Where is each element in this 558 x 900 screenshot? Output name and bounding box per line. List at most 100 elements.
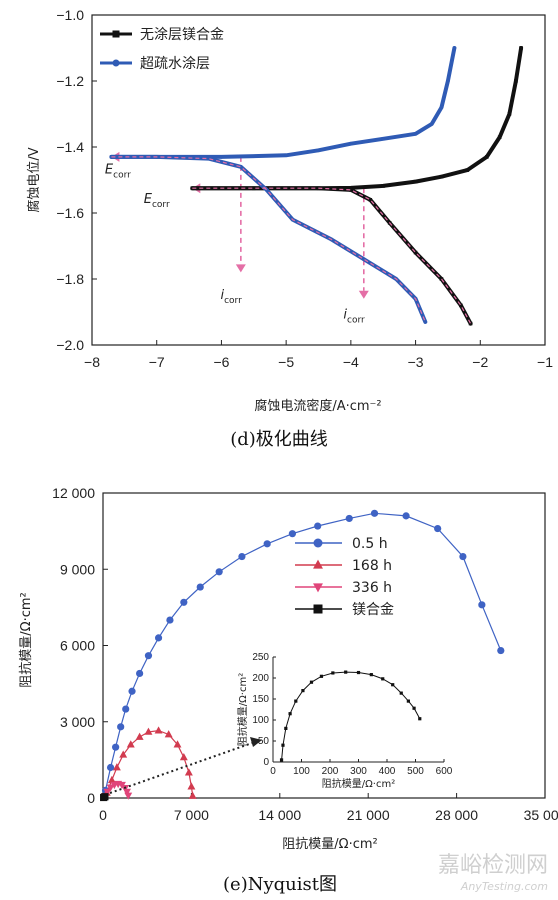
data-point [381, 184, 386, 188]
legend-label: 超疏水涂层 [140, 56, 210, 72]
annotation-e-corr: Ecorr [105, 162, 131, 180]
x-tick-label: −8 [84, 354, 100, 370]
inset-x-axis-label: 阻抗模量/Ω·cm² [322, 777, 395, 790]
legend-marker [313, 583, 323, 593]
inset-x-tick-label: 400 [379, 766, 396, 777]
series-layer [100, 509, 505, 802]
y-tick-label: 12 000 [52, 485, 95, 501]
inset-data-point [344, 670, 348, 674]
data-point [101, 793, 109, 801]
legend-label: 336 h [352, 580, 392, 596]
inset-data-point [319, 674, 324, 678]
data-point [179, 753, 188, 761]
x-tick-label: −6 [213, 354, 229, 370]
data-point [402, 512, 410, 520]
watermark-cn: 嘉峪检测网 [438, 853, 548, 878]
data-point [106, 784, 115, 792]
y-axis-label: 阻抗模量/Ω·cm² [19, 592, 34, 687]
series-layer [109, 46, 524, 326]
data-point [349, 141, 353, 146]
data-point [144, 727, 153, 735]
nyquist-chart: 0 7 000 14 000 21 000 28 000 35 000 0 3 000 6 0… [19, 485, 558, 895]
y-tick-label: −1.6 [56, 205, 84, 221]
inset-data-point [399, 691, 403, 695]
data-point [263, 540, 271, 548]
data-point [423, 320, 428, 324]
inset-x-tick-label: 500 [407, 766, 424, 777]
data-point [173, 740, 182, 748]
y-tick-label: 6 000 [60, 638, 95, 654]
data-point [434, 524, 442, 533]
x-axis: −8 −7 −6 −5 −4 −3 −2 −1 [84, 340, 553, 370]
data-point [459, 552, 467, 561]
series-line [106, 729, 194, 797]
data-point [126, 740, 135, 748]
data-point [468, 321, 473, 326]
plot-frame [102, 492, 546, 799]
inset-data-point [356, 670, 361, 675]
inset-data-point [331, 671, 335, 675]
dotted-arrow-head [250, 737, 262, 747]
data-point [215, 568, 223, 576]
y-tick-label: −1.0 [56, 7, 84, 23]
inset-series-line [281, 671, 421, 760]
inset-data-point [301, 689, 305, 693]
inset-y-axis-label: 阻抗模量/Ω·cm² [236, 673, 249, 746]
data-point [219, 155, 224, 159]
x-tick-label: 35 000 [524, 807, 558, 823]
inset-data-point [279, 758, 284, 762]
data-point [136, 669, 144, 678]
data-point [106, 763, 115, 772]
series-line [109, 46, 457, 159]
guide-arrowhead [235, 264, 246, 273]
inset-data-point [281, 743, 285, 747]
data-point [368, 198, 373, 202]
data-point [288, 530, 297, 538]
data-point [284, 153, 288, 158]
y-tick-label: −1.8 [56, 271, 84, 287]
inset-chart: 0 100 200 300 400 500 600050100150200250阻抗模量/Ω… [236, 652, 453, 790]
data-point [122, 705, 130, 713]
data-point [206, 156, 211, 161]
y-tick-label: 9 000 [60, 561, 95, 577]
inset-x-tick-label: 200 [322, 766, 339, 777]
data-point [507, 112, 512, 116]
inset-y-tick-label: 200 [252, 673, 269, 684]
data-point [166, 616, 174, 624]
legend-marker [313, 538, 323, 548]
legend-marker [112, 59, 120, 67]
inset-x-tick-label: 100 [293, 766, 310, 777]
data-point [459, 303, 463, 308]
data-point [119, 750, 128, 758]
inset-data-point [369, 673, 373, 677]
annotation-i-corr: icorr [220, 288, 242, 306]
legend: 0.5 h 168 h 336 h 镁合金 [295, 536, 394, 618]
data-point [238, 552, 246, 561]
plot-area [91, 14, 546, 346]
inset-y-tick-label: 100 [252, 715, 269, 726]
inset-x-tick-label: 0 [270, 766, 276, 777]
y-axis: 0 3 000 6 000 9 000 12 000 [52, 485, 108, 806]
x-tick-label: 14 000 [258, 807, 301, 823]
x-axis-label: 阻抗模量/Ω·cm² [282, 837, 377, 852]
x-tick-label: −4 [343, 354, 359, 370]
annotations: Ecorr Ecorr icorr icorr [105, 162, 365, 325]
legend-label: 0.5 h [352, 536, 388, 552]
data-point [112, 763, 121, 771]
inset-data-point [294, 699, 298, 703]
x-tick-label: −7 [149, 354, 165, 370]
plot-frame [91, 14, 546, 346]
watermark: 嘉峪检测网 AnyTesting.com [438, 853, 548, 893]
y-axis: −1.0 −1.2 −1.4 −1.6 −1.8 −2.0 [56, 7, 97, 353]
inset-data-point [412, 706, 416, 710]
guide-arrows [111, 151, 369, 299]
data-point [514, 79, 518, 83]
data-point [180, 598, 188, 606]
inset-data-point [284, 726, 288, 730]
legend-label: 无涂层镁合金 [140, 27, 224, 43]
inset-y-tick-label: 250 [252, 652, 269, 663]
data-point [446, 79, 450, 83]
legend-marker [313, 559, 323, 569]
inset-data-point [391, 683, 395, 687]
